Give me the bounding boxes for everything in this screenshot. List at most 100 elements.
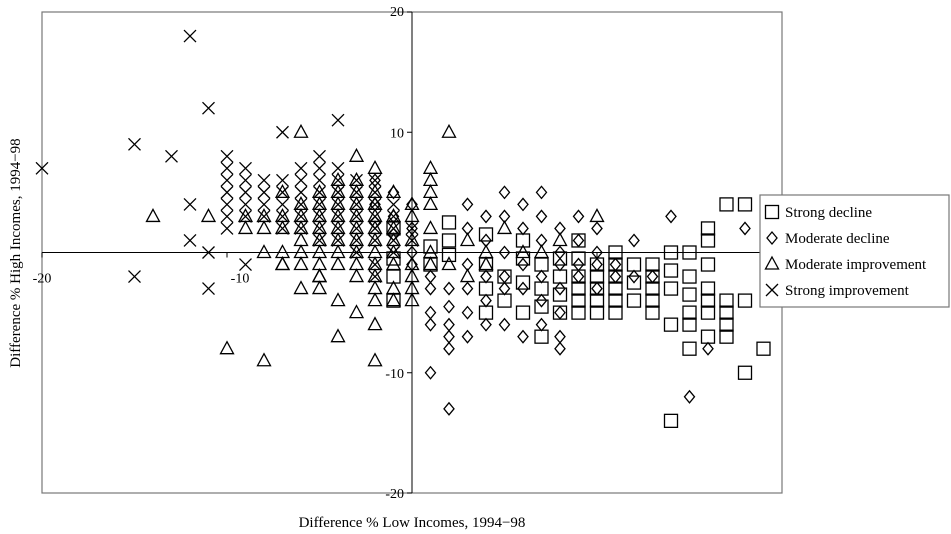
data-point bbox=[422, 184, 439, 199]
x-tick-label: -10 bbox=[231, 272, 250, 287]
data-point bbox=[368, 221, 382, 235]
data-point bbox=[368, 197, 382, 211]
data-point bbox=[424, 281, 437, 296]
data-point bbox=[385, 220, 402, 235]
data-point bbox=[311, 244, 328, 259]
data-point bbox=[331, 113, 345, 127]
data-point bbox=[719, 317, 734, 332]
data-point bbox=[367, 208, 383, 223]
data-point bbox=[237, 220, 254, 235]
data-point bbox=[313, 185, 326, 199]
data-point bbox=[367, 184, 383, 199]
data-point bbox=[645, 305, 660, 320]
data-point bbox=[663, 413, 679, 429]
data-point bbox=[571, 251, 586, 266]
legend-label: Strong improvement bbox=[785, 283, 910, 299]
data-point bbox=[626, 293, 642, 308]
data-point bbox=[628, 233, 640, 248]
data-point bbox=[311, 220, 328, 235]
data-point bbox=[35, 161, 49, 175]
data-point bbox=[183, 197, 197, 211]
data-point bbox=[330, 292, 346, 307]
data-point bbox=[645, 293, 660, 308]
data-point bbox=[405, 234, 419, 247]
data-point bbox=[443, 317, 455, 332]
data-point bbox=[311, 268, 328, 283]
data-point bbox=[367, 352, 383, 367]
data-point bbox=[145, 208, 161, 223]
data-point bbox=[609, 257, 622, 272]
data-point bbox=[571, 293, 586, 308]
data-point bbox=[497, 293, 512, 308]
legend-label: Strong decline bbox=[785, 205, 872, 221]
data-point bbox=[534, 299, 549, 314]
data-point bbox=[368, 185, 382, 199]
data-point bbox=[330, 184, 346, 199]
data-point bbox=[348, 208, 365, 223]
data-point bbox=[700, 233, 716, 248]
data-point bbox=[572, 233, 585, 248]
data-point bbox=[276, 125, 289, 139]
data-point bbox=[535, 293, 548, 308]
data-point bbox=[404, 292, 420, 307]
data-point bbox=[385, 232, 402, 247]
data-point bbox=[220, 149, 234, 163]
data-point bbox=[256, 208, 272, 223]
data-point bbox=[554, 305, 566, 320]
data-point bbox=[274, 244, 291, 259]
data-point bbox=[330, 220, 346, 235]
data-point bbox=[404, 196, 420, 211]
data-point bbox=[441, 123, 457, 138]
data-point bbox=[239, 173, 252, 187]
data-point bbox=[331, 209, 345, 223]
data-point bbox=[535, 185, 548, 200]
data-point bbox=[274, 220, 291, 235]
data-point bbox=[608, 305, 623, 320]
data-point bbox=[552, 287, 568, 302]
data-point bbox=[367, 280, 383, 295]
data-point bbox=[293, 123, 309, 138]
data-point bbox=[257, 185, 271, 199]
data-point bbox=[589, 293, 605, 308]
data-point bbox=[256, 352, 272, 367]
data-point bbox=[276, 173, 289, 187]
data-point bbox=[350, 185, 363, 199]
data-point bbox=[572, 209, 585, 224]
data-point bbox=[294, 209, 308, 223]
data-point bbox=[682, 305, 697, 320]
data-point bbox=[239, 209, 252, 223]
data-point bbox=[330, 171, 346, 187]
y-tick-label: -20 bbox=[385, 487, 404, 502]
data-point bbox=[515, 305, 531, 320]
data-point bbox=[313, 197, 326, 211]
data-point bbox=[330, 256, 346, 271]
data-point bbox=[331, 197, 345, 211]
data-point bbox=[496, 220, 513, 235]
data-point bbox=[515, 275, 531, 290]
data-point bbox=[719, 197, 734, 212]
data-point bbox=[480, 269, 492, 284]
data-point bbox=[220, 197, 234, 211]
data-point bbox=[498, 245, 511, 260]
data-point bbox=[498, 185, 511, 200]
legend-label: Moderate decline bbox=[785, 231, 890, 247]
data-point bbox=[348, 256, 365, 271]
data-point bbox=[739, 221, 751, 236]
data-point bbox=[330, 244, 346, 259]
x-axis-title: Difference % Low Incomes, 1994−98 bbox=[299, 515, 526, 531]
data-point bbox=[682, 269, 697, 284]
data-point bbox=[387, 197, 400, 211]
data-point bbox=[202, 282, 215, 296]
legend: Strong decline Moderate decline Moderate i… bbox=[759, 194, 950, 308]
data-point bbox=[700, 329, 716, 344]
data-point bbox=[385, 244, 402, 259]
data-point bbox=[294, 221, 308, 235]
data-point bbox=[405, 221, 419, 235]
data-point bbox=[646, 269, 659, 284]
data-point bbox=[293, 280, 309, 295]
data-point bbox=[257, 197, 271, 211]
data-point bbox=[256, 220, 272, 235]
data-point bbox=[274, 184, 291, 199]
data-point bbox=[608, 293, 623, 308]
data-point bbox=[348, 184, 365, 199]
